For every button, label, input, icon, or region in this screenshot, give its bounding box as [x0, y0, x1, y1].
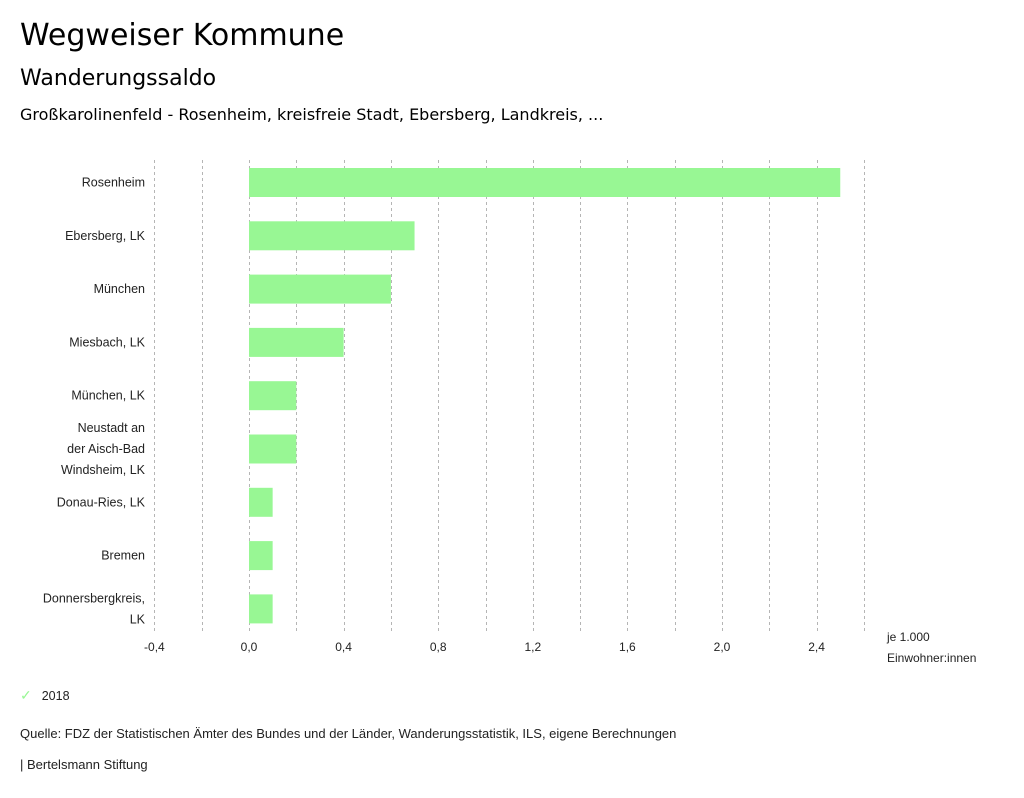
- bar: [249, 221, 415, 251]
- bar: [249, 168, 841, 197]
- x-tick-label: 2,0: [714, 640, 731, 654]
- bars: [249, 168, 841, 624]
- category-label: der Aisch-Bad: [67, 442, 145, 456]
- region-subtitle: Großkarolinenfeld - Rosenheim, kreisfrei…: [20, 105, 604, 124]
- chart-title: Wanderungssaldo: [20, 66, 217, 91]
- x-tick-label: 0,4: [335, 640, 352, 654]
- unit-label-line: je 1.000: [886, 630, 930, 644]
- bar: [249, 487, 273, 517]
- bar: [249, 541, 273, 571]
- bar: [249, 274, 391, 304]
- category-label: Donnersbergkreis,: [43, 591, 145, 605]
- category-labels: Rosenheim Ebersberg, LK München Miesbach, L…: [43, 176, 146, 627]
- x-tick-label: 0,8: [430, 640, 447, 654]
- bar: [249, 434, 297, 464]
- app-title: Wegweiser Kommune: [20, 18, 345, 53]
- bar-chart: Rosenheim Ebersberg, LK München Miesbach, L…: [43, 160, 976, 665]
- bar: [249, 327, 344, 357]
- x-tick-label: -0,4: [144, 640, 165, 654]
- unit-label-line: Einwohner:innen: [887, 651, 976, 665]
- category-label: Bremen: [101, 549, 145, 563]
- category-label: München: [94, 282, 145, 296]
- x-tick-label: 1,2: [524, 640, 541, 654]
- check-icon: ✓: [20, 687, 32, 703]
- category-label: Donau-Ries, LK: [57, 495, 146, 509]
- x-tick-label: 2,4: [808, 640, 825, 654]
- category-label: Miesbach, LK: [69, 335, 145, 349]
- x-tick-label: 0,0: [241, 640, 258, 654]
- x-tick-labels: -0,4 0,0 0,4 0,8 1,2 1,6 2,0 2,4: [144, 640, 825, 654]
- source-note: Quelle: FDZ der Statistischen Ämter des …: [20, 726, 677, 741]
- category-label: Windsheim, LK: [61, 463, 146, 477]
- x-tick-label: 1,6: [619, 640, 636, 654]
- category-label: LK: [130, 612, 146, 626]
- category-label: Rosenheim: [82, 176, 145, 190]
- category-label: München, LK: [71, 389, 145, 403]
- legend[interactable]: ✓ 2018: [20, 687, 70, 704]
- legend-label-2018: 2018: [41, 688, 70, 703]
- bar: [249, 594, 273, 624]
- category-label: Ebersberg, LK: [65, 229, 146, 243]
- unit-label: je 1.000 Einwohner:innen: [886, 630, 976, 665]
- category-label: Neustadt an: [78, 421, 145, 435]
- bar: [249, 381, 297, 411]
- brand-note: | Bertelsmann Stiftung: [20, 757, 148, 772]
